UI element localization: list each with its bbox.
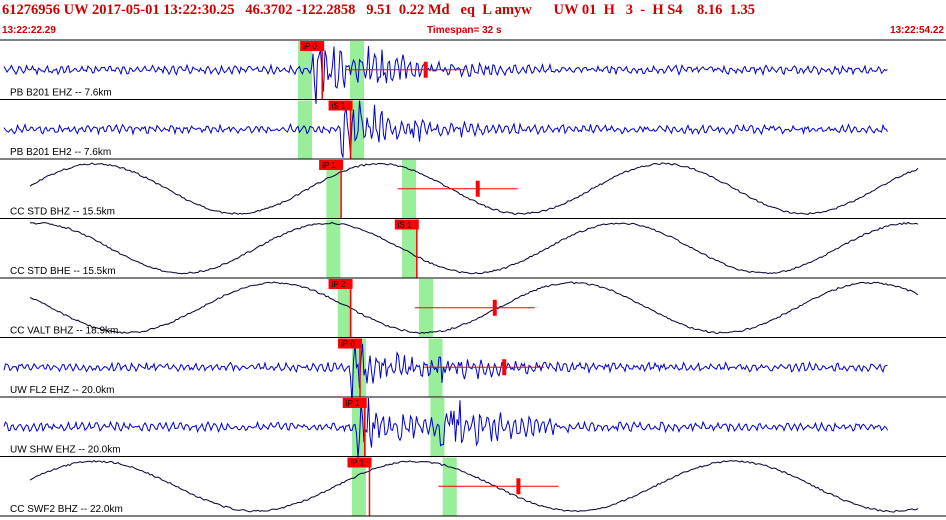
event-summary-title: 61276956 UW 2017-05-01 13:22:30.25 46.37… bbox=[2, 2, 756, 18]
pick-flag[interactable] bbox=[394, 219, 419, 230]
pick-label: iP 1 bbox=[322, 161, 336, 170]
pick-window bbox=[326, 219, 341, 278]
pick-label: iP 1 bbox=[350, 459, 364, 468]
trace-label: CC STD BHZ -- 15.5km bbox=[10, 207, 115, 218]
pick-label: iS 1 bbox=[398, 221, 412, 230]
pick-window bbox=[297, 100, 312, 159]
pick-window bbox=[351, 457, 366, 516]
waveform-trace bbox=[3, 397, 888, 458]
trace-row[interactable]: iP 1 CC SWF2 BHZ -- 22.0km bbox=[0, 457, 946, 517]
pick-label: iP 1 bbox=[346, 399, 360, 408]
pick-flag[interactable] bbox=[342, 398, 367, 408]
residual-marker bbox=[502, 359, 507, 376]
start-time-label: 13:22:22.29 bbox=[2, 25, 56, 36]
trace-row[interactable]: iP 1 UW SHW EHZ -- 20.0km bbox=[0, 397, 946, 458]
trace-row[interactable]: iS 1 PB B201 EH2 -- 7.6km bbox=[0, 100, 946, 160]
waveform-trace bbox=[29, 162, 919, 215]
pick-label: iP 2 bbox=[332, 280, 346, 289]
trace-label: PB B201 EHZ -- 7.6km bbox=[10, 88, 112, 99]
waveform-trace bbox=[3, 100, 888, 158]
trace-label: CC STD BHE -- 15.5km bbox=[10, 266, 116, 277]
trace-row[interactable]: iS 1 CC STD BHE -- 15.5km bbox=[0, 219, 946, 279]
pick-flag[interactable] bbox=[328, 100, 353, 111]
trace-row[interactable]: iP 1 CC STD BHZ -- 15.5km bbox=[0, 160, 946, 219]
trace-row[interactable]: iP 2 CC VALT BHZ -- 18.9km bbox=[0, 279, 946, 338]
trace-label: CC VALT BHZ -- 18.9km bbox=[10, 326, 118, 337]
pick-window bbox=[337, 279, 352, 338]
trace-label: UW SHW EHZ -- 20.0km bbox=[10, 445, 121, 456]
pick-label: iP 0 bbox=[341, 340, 355, 349]
waveform-trace bbox=[3, 46, 888, 104]
end-time-label: 13:22:54.22 bbox=[890, 25, 944, 36]
residual-marker bbox=[475, 180, 480, 197]
residual-marker bbox=[516, 478, 521, 495]
pick-window bbox=[402, 219, 417, 278]
pick-label: iP 0 bbox=[303, 42, 317, 51]
pick-flag[interactable] bbox=[319, 160, 344, 170]
timespan-label: Timespan= 32 s bbox=[427, 25, 502, 36]
pick-flag[interactable] bbox=[300, 41, 325, 51]
waveform-trace bbox=[29, 459, 919, 513]
trace-row[interactable]: iP 0 UW FL2 EHZ -- 20.0km bbox=[0, 338, 946, 403]
trace-label: UW FL2 EHZ -- 20.0km bbox=[10, 385, 114, 396]
waveform-trace bbox=[29, 281, 919, 335]
pick-label: iS 1 bbox=[332, 102, 346, 111]
pick-flag[interactable] bbox=[338, 338, 363, 349]
event-header: 61276956 UW 2017-05-01 13:22:30.25 46.37… bbox=[0, 0, 946, 24]
pick-flag[interactable] bbox=[347, 457, 372, 468]
trace-label: PB B201 EH2 -- 7.6km bbox=[10, 147, 111, 158]
waveform-trace bbox=[29, 221, 919, 275]
pick-window bbox=[430, 398, 445, 457]
residual-marker bbox=[492, 299, 497, 316]
waveform-trace bbox=[3, 343, 888, 403]
trace-row[interactable]: iP 0 PB B201 EHZ -- 7.6km bbox=[0, 41, 946, 104]
pick-window bbox=[297, 41, 312, 100]
trace-label: CC SWF2 BHZ -- 22.0km bbox=[10, 504, 123, 515]
residual-marker bbox=[423, 61, 428, 78]
pick-flag[interactable] bbox=[328, 279, 353, 289]
